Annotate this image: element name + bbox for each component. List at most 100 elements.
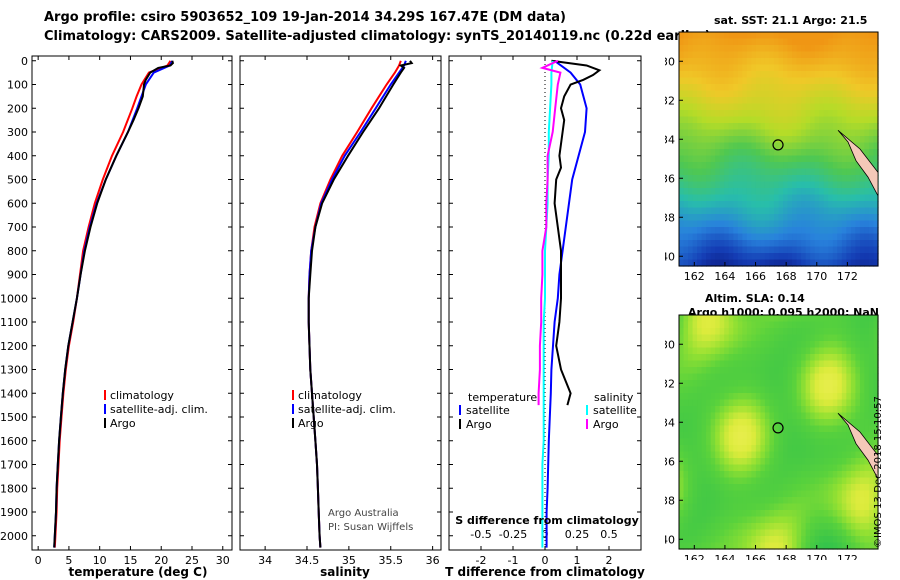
map-cell [787, 542, 793, 550]
map-cell [710, 386, 716, 394]
map-cell [724, 445, 730, 453]
map-cell [683, 149, 689, 157]
map-cell [873, 321, 879, 329]
map-cell [710, 523, 716, 531]
map-cell [850, 227, 856, 235]
map-cell [855, 77, 861, 85]
map-cell [805, 58, 811, 66]
map-cell [787, 149, 793, 157]
map-cell [778, 116, 784, 124]
map-cell [737, 142, 743, 150]
map-cell [814, 367, 820, 375]
map-cell [769, 214, 775, 222]
map-cell [764, 129, 771, 137]
map-cell [733, 175, 739, 183]
map-cell [728, 32, 734, 40]
map-cell [832, 380, 838, 388]
map-cell [783, 168, 789, 176]
map-cell [764, 149, 771, 157]
map-cell [859, 419, 866, 427]
map-cell [746, 84, 752, 92]
map-cell [710, 129, 716, 137]
map-cell [823, 490, 829, 498]
map-cell [742, 354, 748, 362]
map-cell [864, 484, 870, 492]
map-cell [773, 341, 780, 349]
map-cell [697, 445, 703, 453]
map-cell [706, 386, 712, 394]
map-cell [837, 393, 843, 401]
map-cell [823, 471, 829, 479]
map-cell [742, 201, 748, 209]
map-cell [850, 360, 856, 368]
map-cell [746, 253, 752, 261]
map-cell [846, 149, 852, 157]
map-cell [742, 207, 748, 215]
map-cell [837, 367, 843, 375]
map-cell [810, 253, 816, 261]
map-cell [819, 45, 825, 53]
map-cell [769, 97, 775, 105]
s-tick-label: 0 [542, 528, 549, 541]
map-cell [796, 214, 802, 222]
map-cell [859, 477, 866, 485]
map-cell [701, 419, 707, 427]
map-cell [792, 367, 798, 375]
map-cell [841, 477, 847, 485]
map-cell [783, 315, 789, 323]
map-cell [868, 321, 875, 329]
legend-swatch [459, 405, 461, 415]
map-cell [679, 334, 685, 342]
map-cell [679, 516, 685, 524]
map-cell [801, 194, 807, 202]
salinity-xlabel: salinity [320, 565, 370, 579]
map-cell [773, 360, 780, 368]
map-cell [692, 341, 698, 349]
map-cell [679, 246, 685, 254]
map-cell [764, 227, 771, 235]
map-cell [823, 155, 829, 163]
map-cell [751, 373, 757, 381]
map-cell [805, 51, 811, 59]
map-cell [823, 38, 829, 46]
map-cell [864, 123, 870, 131]
map-cell [850, 367, 856, 375]
map-cell [801, 523, 807, 531]
map-cell [783, 110, 789, 118]
map-cell [778, 162, 784, 170]
map-cell [688, 367, 694, 375]
map-cell [701, 432, 707, 440]
map-cell [837, 464, 843, 472]
map-cell [728, 497, 734, 505]
map-cell [715, 136, 721, 144]
map-cell [710, 464, 716, 472]
map-cell [792, 84, 798, 92]
map-cell [733, 354, 739, 362]
map-cell [751, 90, 757, 98]
map-cell [701, 516, 707, 524]
map-cell [701, 129, 707, 137]
map-cell [864, 246, 870, 254]
map-cell [841, 110, 847, 118]
map-cell [760, 542, 766, 550]
map-cell [846, 406, 852, 414]
map-cell [850, 477, 856, 485]
map-cell [688, 220, 694, 228]
map-cell [719, 451, 725, 459]
map-cell [683, 438, 689, 446]
map-cell [801, 497, 807, 505]
map-cell [692, 155, 698, 163]
map-cell [828, 341, 834, 349]
map-cell [846, 116, 852, 124]
map-cell [742, 168, 748, 176]
map-cell [710, 58, 716, 66]
map-cell [715, 445, 721, 453]
map-cell [823, 129, 829, 137]
map-cell [787, 58, 793, 66]
map-cell [846, 334, 852, 342]
map-cell [697, 129, 703, 137]
map-cell [760, 110, 766, 118]
map-cell [683, 110, 689, 118]
map-cell [697, 393, 703, 401]
